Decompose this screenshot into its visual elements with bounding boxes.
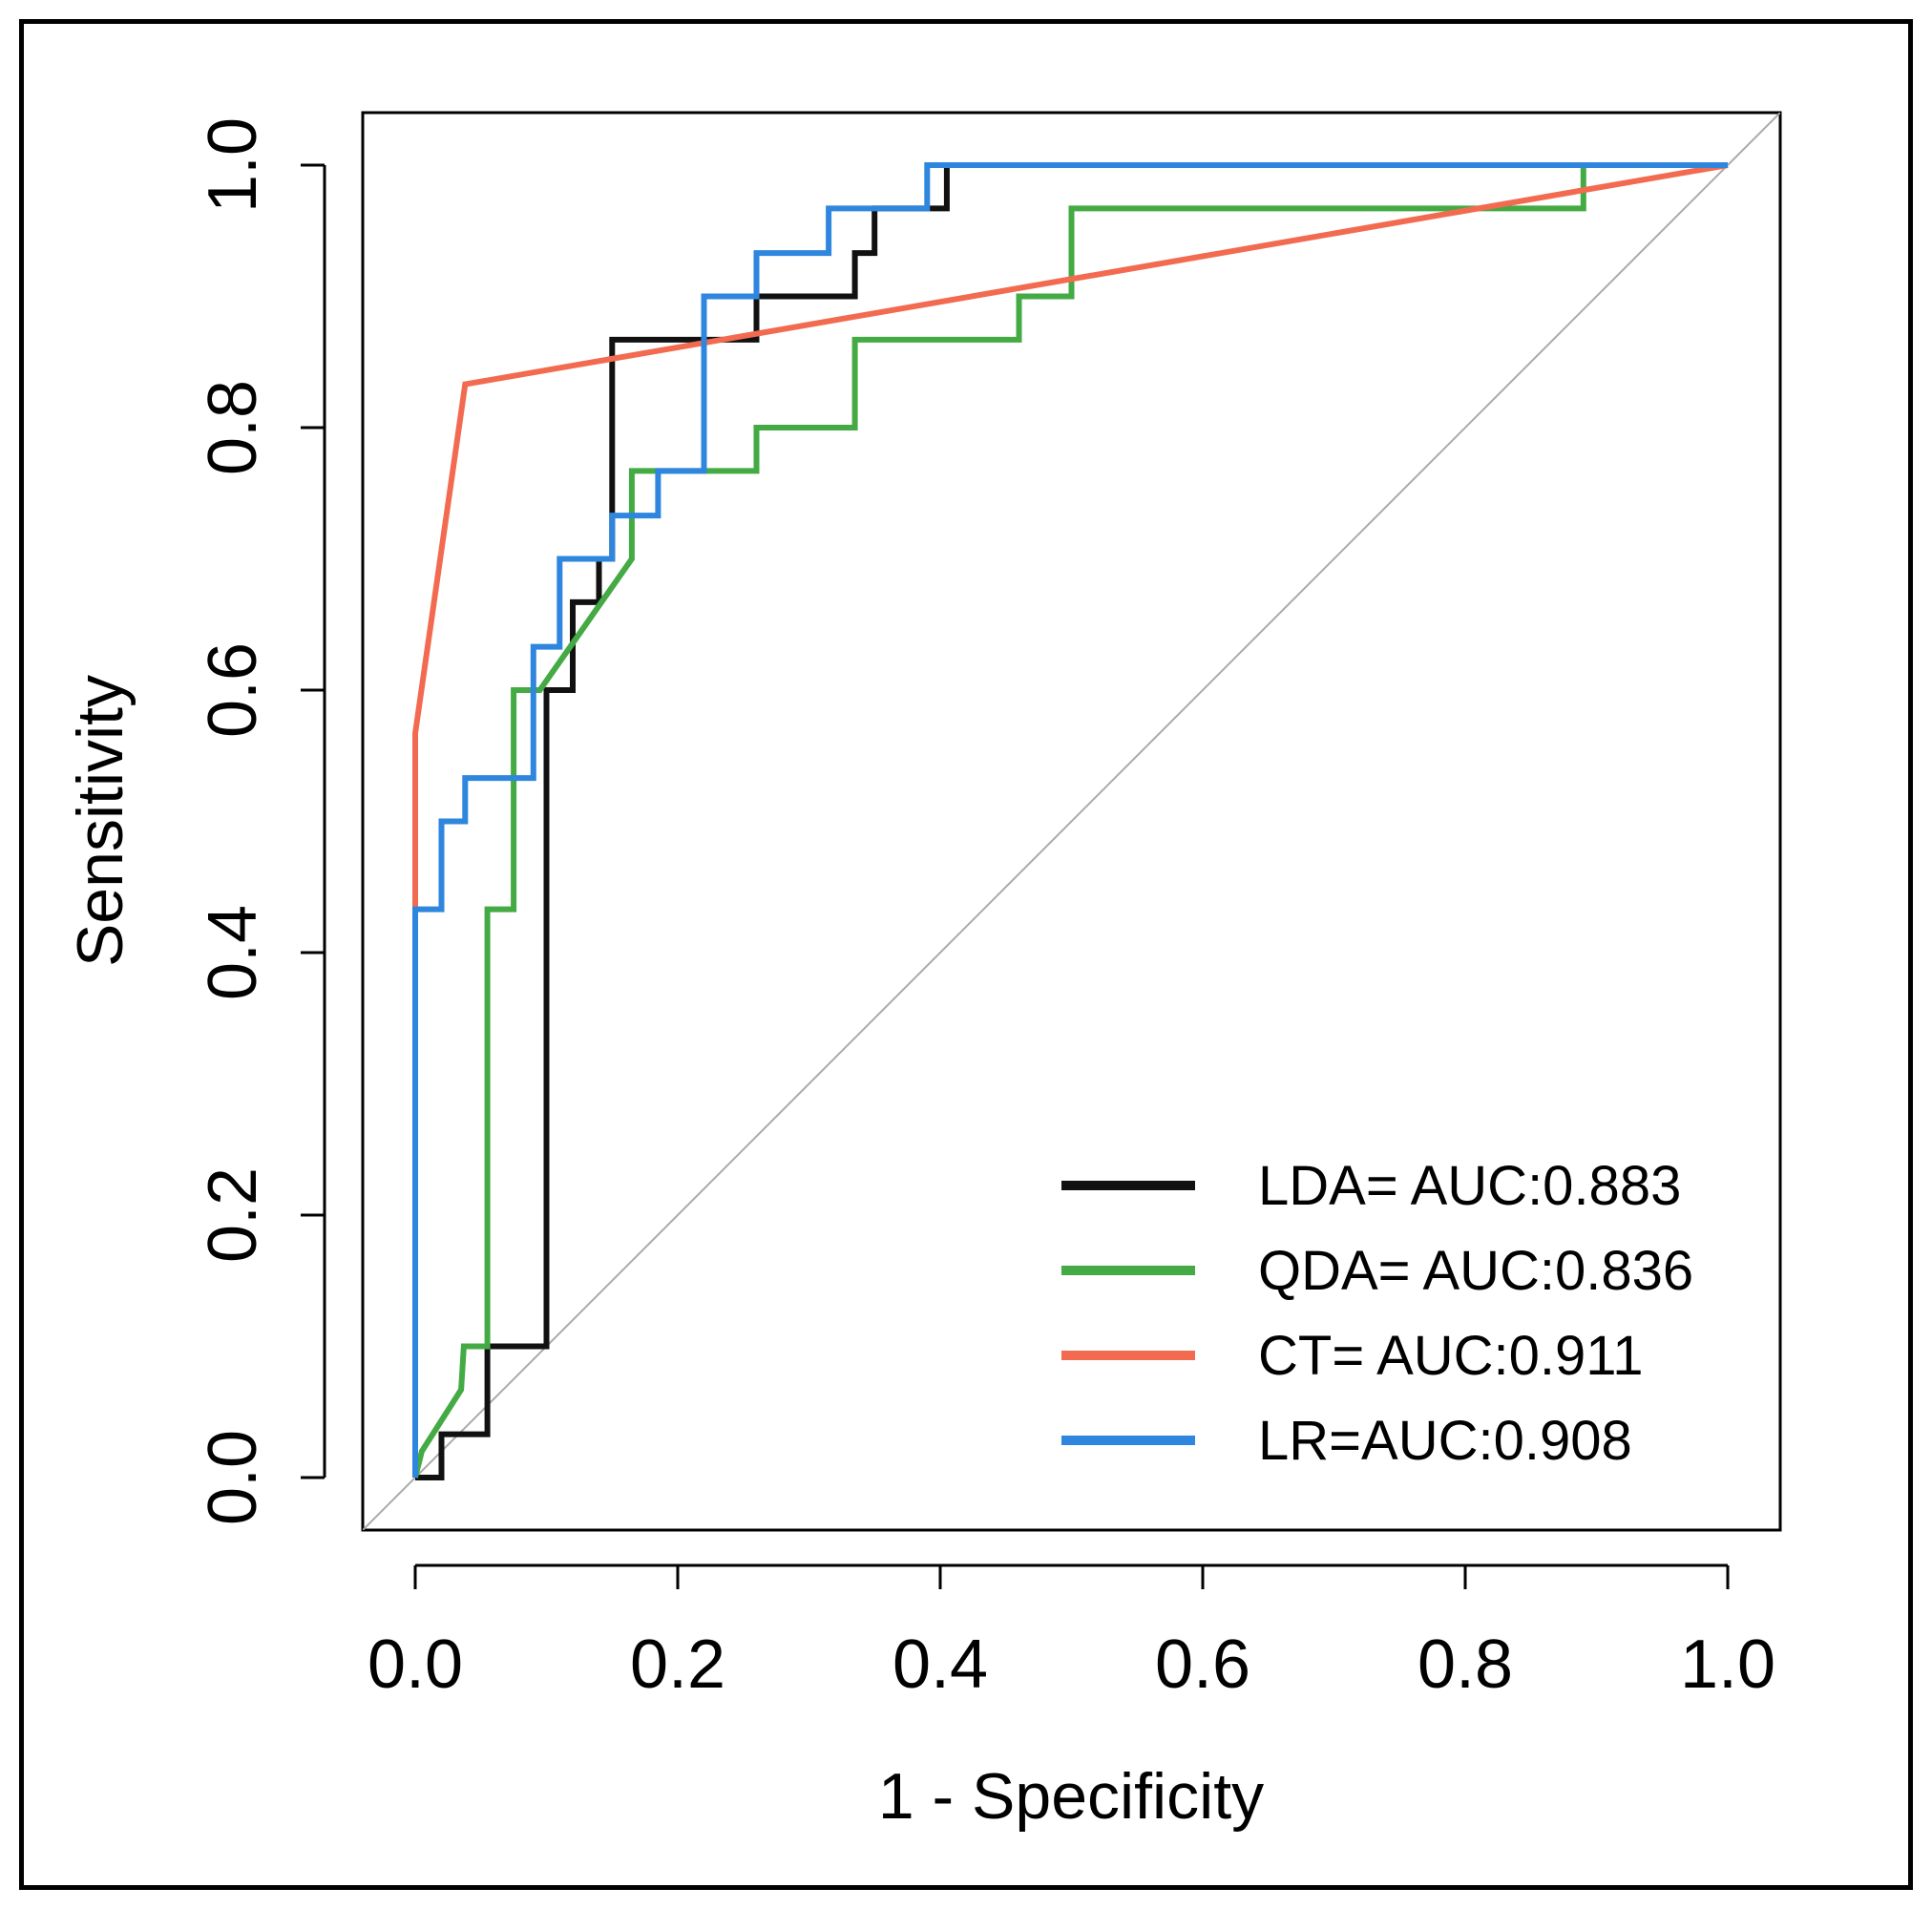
figure-frame [19,19,1913,1890]
series-layer [412,162,1729,1480]
legend: LDA= AUC:0.883 QDA= AUC:0.836 CT= AUC:0.91… [1061,1155,1693,1472]
legend-label-2: QDA= AUC:0.836 [1258,1240,1693,1302]
y-tick-label: 0.6 [195,642,271,738]
x-axis-title: 1 - Specificity [878,1760,1264,1833]
y-tick-label: 1.0 [195,117,271,213]
x-tick-label: 0.4 [892,1626,988,1703]
y-axis-title: Sensitivity [64,675,136,967]
x-axis: 0.0 0.2 0.4 0.6 0.8 1.0 [368,1563,1775,1703]
x-tick-label: 1.0 [1680,1626,1775,1703]
legend-label-1: LDA= AUC:0.883 [1258,1155,1681,1217]
y-tick-label: 0.4 [195,905,271,1000]
series-line-4 [412,162,1728,1478]
y-axis: 0.0 0.2 0.4 0.6 0.8 1.0 [195,117,326,1525]
y-tick-label: 0.2 [195,1167,271,1263]
x-tick-label: 0.6 [1155,1626,1250,1703]
y-tick-label: 0.0 [195,1430,271,1525]
series-line-3 [412,162,1729,910]
legend-label-4: LR=AUC:0.908 [1258,1410,1632,1472]
legend-label-3: CT= AUC:0.911 [1258,1325,1644,1387]
x-tick-label: 0.0 [368,1626,463,1703]
x-tick-label: 0.8 [1418,1626,1513,1703]
reference-layer [363,113,1780,1530]
reference-diagonal [363,113,1780,1530]
x-tick-label: 0.2 [630,1626,725,1703]
y-tick-label: 0.8 [195,380,271,475]
